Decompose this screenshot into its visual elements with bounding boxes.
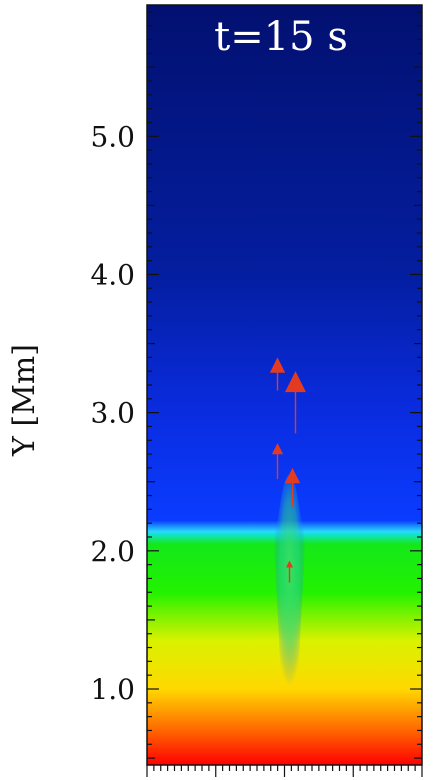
y-axis-ticks: 1.0 2.0 3.0 4.0 5.0 [90,11,422,759]
y-tick-label: 2.0 [90,535,135,568]
y-tick-label: 5.0 [90,120,135,153]
velocity-arrow [269,357,286,391]
velocity-arrow-head [285,371,306,393]
velocity-arrow [284,467,301,507]
velocity-arrow-head [269,357,286,373]
spicule-jet [273,474,306,710]
velocity-arrows [269,357,306,583]
y-tick-label: 1.0 [90,673,135,706]
velocity-arrow [285,371,306,434]
velocity-arrow [271,443,284,479]
plot-overlays [269,357,306,710]
x-axis-ticks [146,765,423,777]
velocity-arrow-head [284,467,301,484]
velocity-arrow-head [271,443,284,455]
velocity-arrow [286,560,293,583]
y-tick-label: 4.0 [90,258,135,291]
velocity-arrow-head [286,560,293,568]
y-tick-label: 3.0 [90,397,135,430]
y-axis-label: Y [Mm] [7,344,42,457]
time-label: t=15 s [214,14,348,60]
